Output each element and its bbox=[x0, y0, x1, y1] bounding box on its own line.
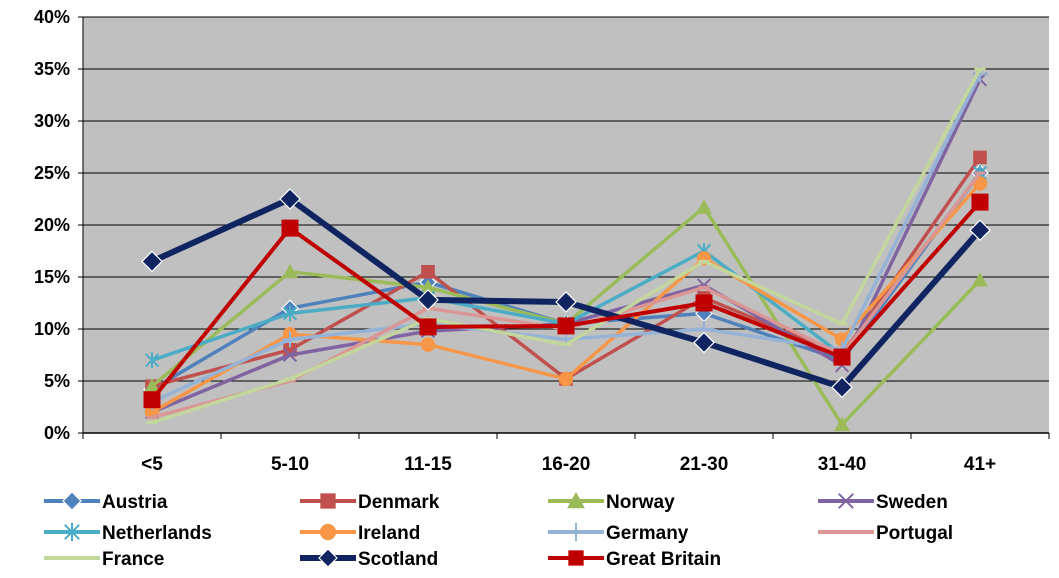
legend-item-scotland: Scotland bbox=[300, 549, 438, 570]
y-tick-label: 35% bbox=[34, 59, 70, 79]
data-point-ireland bbox=[421, 337, 435, 351]
legend-label: Ireland bbox=[358, 523, 420, 544]
y-tick-label: 20% bbox=[34, 215, 70, 235]
y-tick-label: 0% bbox=[44, 423, 70, 443]
data-point-great-britain bbox=[282, 220, 299, 237]
legend-marker bbox=[320, 493, 335, 508]
x-tick-label: 16-20 bbox=[542, 454, 591, 475]
legend-label: Norway bbox=[606, 492, 675, 513]
legend-item-great-britain: Great Britain bbox=[548, 549, 721, 570]
x-tick-label: 5-10 bbox=[271, 454, 309, 475]
legend-label: Portugal bbox=[876, 523, 953, 544]
legend-label: Netherlands bbox=[102, 523, 212, 544]
legend-marker bbox=[567, 523, 585, 541]
x-tick-label: 41+ bbox=[964, 454, 996, 475]
legend-item-sweden: Sweden bbox=[818, 492, 948, 513]
legend-label: Germany bbox=[606, 523, 689, 544]
legend-marker bbox=[568, 550, 583, 565]
legend-item-denmark: Denmark bbox=[300, 492, 440, 513]
data-point-ireland bbox=[559, 372, 573, 386]
legend-label: Scotland bbox=[358, 549, 438, 570]
legend-marker bbox=[320, 524, 336, 540]
x-tick-label: 21-30 bbox=[680, 454, 729, 475]
y-tick-label: 40% bbox=[34, 7, 70, 27]
legend-marker bbox=[63, 492, 81, 510]
y-axis-labels: 0% 5% 10% 15% 20% 25% 30% 35% 40% bbox=[34, 7, 70, 443]
legend-label: Great Britain bbox=[606, 549, 721, 570]
data-point-great-britain bbox=[834, 349, 851, 366]
y-tick-label: 15% bbox=[34, 267, 70, 287]
legend-item-austria: Austria bbox=[44, 492, 168, 513]
data-point-denmark bbox=[973, 151, 987, 165]
legend-label: Denmark bbox=[358, 492, 440, 513]
data-point-denmark bbox=[421, 265, 435, 279]
x-axis: <5 5-10 11-15 16-20 21-30 31-40 41+ bbox=[83, 433, 1049, 475]
legend-marker bbox=[319, 549, 337, 567]
legend-item-ireland: Ireland bbox=[300, 523, 420, 544]
data-point-great-britain bbox=[696, 295, 713, 312]
x-tick-label: 11-15 bbox=[404, 454, 452, 475]
legend-item-germany: Germany bbox=[548, 523, 689, 544]
x-tick-label: <5 bbox=[141, 454, 163, 475]
data-point-great-britain bbox=[144, 391, 161, 408]
legend-item-norway: Norway bbox=[548, 492, 675, 513]
data-point-great-britain bbox=[972, 194, 989, 211]
legend-item-portugal: Portugal bbox=[818, 523, 953, 544]
y-tick-label: 10% bbox=[34, 319, 70, 339]
y-tick-label: 25% bbox=[34, 163, 70, 183]
legend-item-netherlands: Netherlands bbox=[44, 523, 212, 544]
legend: Austria Denmark Norway Sweden Netherlands Ire… bbox=[44, 492, 953, 570]
x-tick-label: 31-40 bbox=[818, 454, 867, 475]
legend-label: Austria bbox=[102, 492, 168, 513]
legend-label: Sweden bbox=[876, 492, 948, 513]
legend-item-france: France bbox=[44, 549, 164, 570]
y-tick-label: 30% bbox=[34, 111, 70, 131]
data-point-great-britain bbox=[420, 318, 437, 335]
legend-label: France bbox=[102, 549, 164, 570]
data-point-great-britain bbox=[558, 317, 575, 334]
y-tick-label: 5% bbox=[44, 371, 70, 391]
